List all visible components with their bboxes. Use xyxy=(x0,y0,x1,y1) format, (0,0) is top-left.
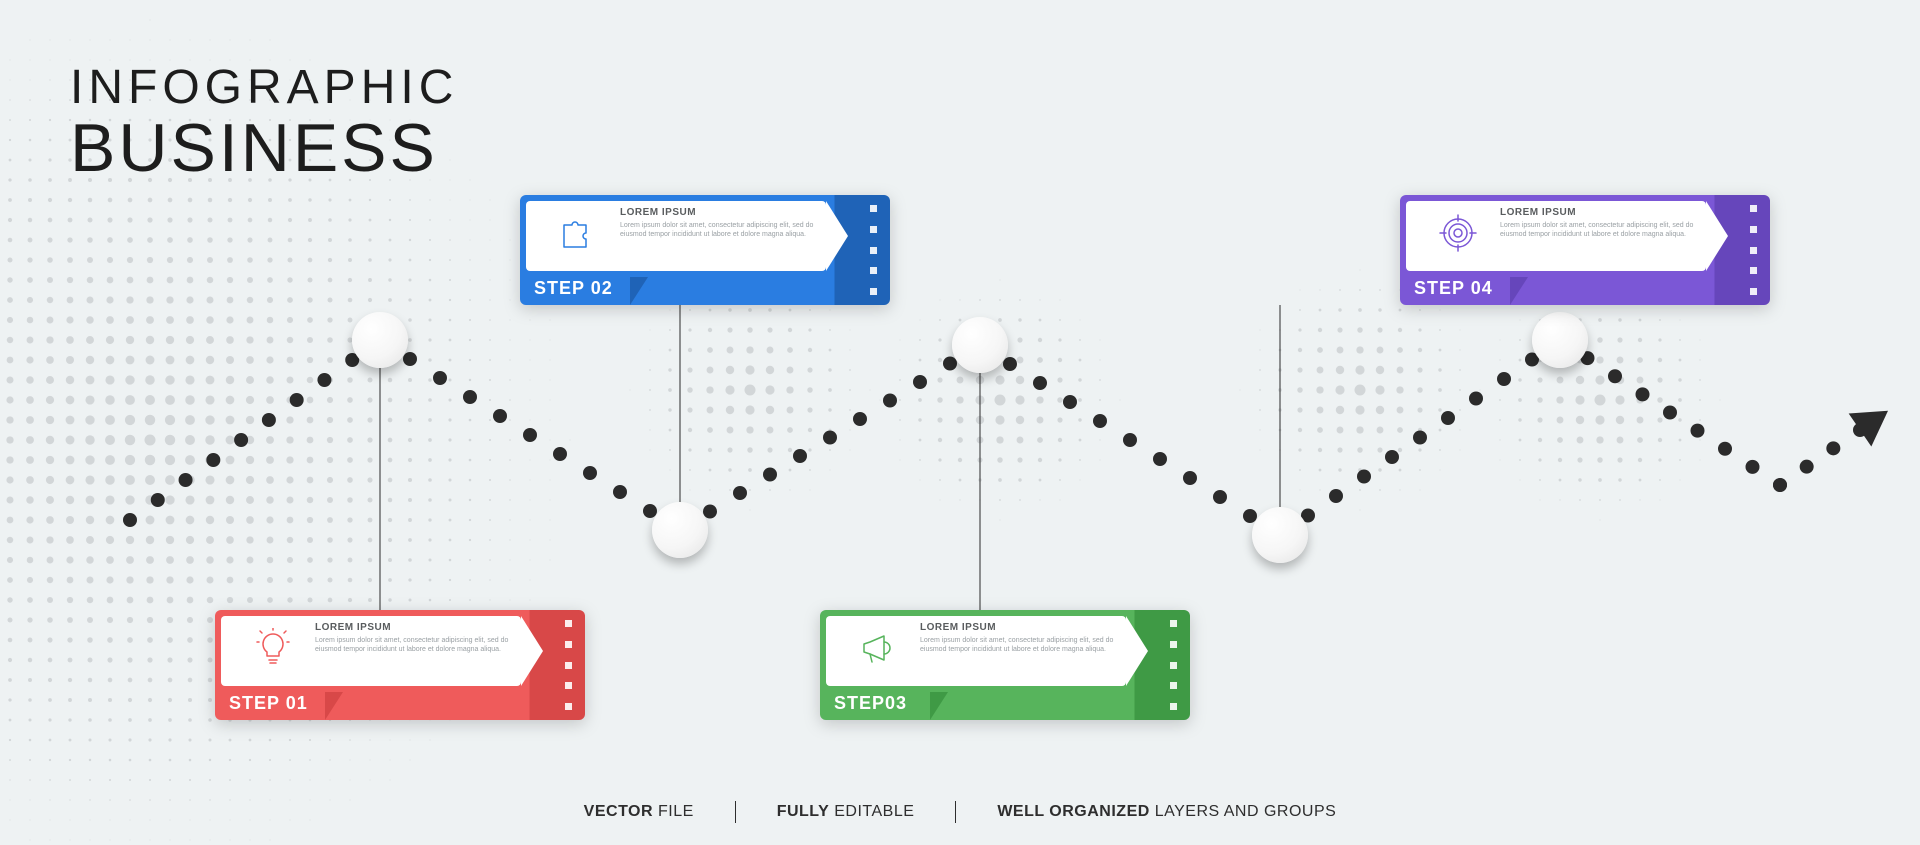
footer-seg3-bold: WELL ORGANIZED xyxy=(997,803,1149,820)
timeline-node xyxy=(352,312,408,368)
footer-seg3-rest: LAYERS AND GROUPS xyxy=(1150,803,1337,820)
card-text: LOREM IPSUM Lorem ipsum dolor sit amet, c… xyxy=(315,622,515,655)
connector-line xyxy=(980,365,981,610)
timeline-node xyxy=(952,317,1008,373)
target-icon xyxy=(1438,213,1478,253)
footer-separator xyxy=(735,801,736,823)
footer-strip: VECTOR FILE FULLY EDITABLE WELL ORGANIZE… xyxy=(0,801,1920,823)
connector-line xyxy=(380,360,381,610)
card-chevron xyxy=(1126,616,1148,686)
heading-line-1: INFOGRAPHIC xyxy=(70,60,458,115)
card-body: Lorem ipsum dolor sit amet, consectetur … xyxy=(620,221,820,240)
step-card: STEP03 LOREM IPSUM Lorem ipsum dolor sit a… xyxy=(820,610,1190,720)
connector-line xyxy=(1280,305,1281,515)
card-perforation xyxy=(1166,620,1180,710)
timeline-node xyxy=(1252,507,1308,563)
card-notch xyxy=(325,692,343,720)
lightbulb-icon xyxy=(253,628,293,668)
card-title: LOREM IPSUM xyxy=(920,622,1120,633)
card-perforation xyxy=(866,205,880,295)
step-card: STEP 01 LOREM IPSUM Lorem ipsum dolor sit … xyxy=(215,610,585,720)
card-text: LOREM IPSUM Lorem ipsum dolor sit amet, c… xyxy=(620,207,820,240)
megaphone-icon xyxy=(858,628,898,668)
footer-separator xyxy=(955,801,956,823)
card-title: LOREM IPSUM xyxy=(620,207,820,218)
card-perforation xyxy=(1746,205,1760,295)
card-chevron xyxy=(826,201,848,271)
card-perforation xyxy=(561,620,575,710)
card-title: LOREM IPSUM xyxy=(1500,207,1700,218)
footer-seg1-rest: FILE xyxy=(653,803,694,820)
footer-seg2-bold: FULLY xyxy=(777,803,830,820)
card-chevron xyxy=(1706,201,1728,271)
card-body: Lorem ipsum dolor sit amet, consectetur … xyxy=(315,636,515,655)
step-label: STEP 02 xyxy=(534,278,613,299)
step-label: STEP 04 xyxy=(1414,278,1493,299)
card-text: LOREM IPSUM Lorem ipsum dolor sit amet, c… xyxy=(1500,207,1700,240)
card-notch xyxy=(630,277,648,305)
card-title: LOREM IPSUM xyxy=(315,622,515,633)
card-text: LOREM IPSUM Lorem ipsum dolor sit amet, c… xyxy=(920,622,1120,655)
puzzle-icon xyxy=(558,213,598,253)
footer-seg1-bold: VECTOR xyxy=(584,803,653,820)
card-body: Lorem ipsum dolor sit amet, consectetur … xyxy=(1500,221,1700,240)
step-card: STEP 04 LOREM IPSUM Lorem ipsum dolor sit … xyxy=(1400,195,1770,305)
timeline-node xyxy=(1532,312,1588,368)
heading: INFOGRAPHIC BUSINESS xyxy=(70,60,458,187)
card-notch xyxy=(930,692,948,720)
arrowhead-icon xyxy=(1849,394,1900,446)
card-chevron xyxy=(521,616,543,686)
step-card: STEP 02 LOREM IPSUM Lorem ipsum dolor sit … xyxy=(520,195,890,305)
card-body: Lorem ipsum dolor sit amet, consectetur … xyxy=(920,636,1120,655)
card-notch xyxy=(1510,277,1528,305)
footer-seg2-rest: EDITABLE xyxy=(829,803,914,820)
timeline-node xyxy=(652,502,708,558)
heading-line-2: BUSINESS xyxy=(70,109,458,187)
connector-line xyxy=(680,305,681,510)
step-label: STEP03 xyxy=(834,693,907,714)
step-label: STEP 01 xyxy=(229,693,308,714)
